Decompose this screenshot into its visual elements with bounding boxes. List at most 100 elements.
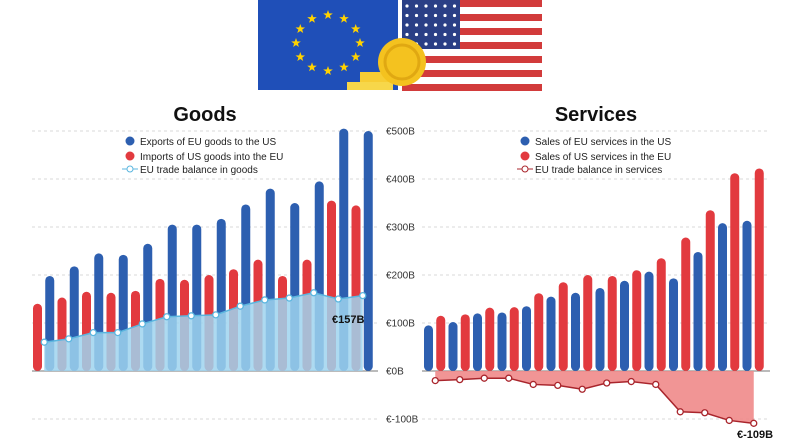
legend-label-services-balance: EU trade balance in services [535, 165, 662, 176]
star-icon [405, 13, 409, 18]
services-eu-bar [424, 325, 433, 371]
star-icon [307, 13, 317, 23]
services-us-bar [460, 314, 470, 371]
services-eu-bar [718, 223, 727, 371]
services-eu-bar [571, 292, 580, 371]
goods-balance-point [138, 320, 146, 328]
legend-label-eu-services: Sales of EU services in the US [535, 137, 671, 148]
services-us-bar [436, 315, 446, 371]
y-tick-label: €0B [386, 367, 404, 378]
star-icon [351, 24, 361, 33]
flag-stripe [402, 49, 542, 56]
star-icon [424, 32, 428, 37]
services-us-bar [705, 210, 715, 371]
flag-stripe [402, 21, 542, 28]
services-us-bar [656, 258, 666, 371]
services-balance-point [505, 374, 513, 382]
goods-balance-point [89, 328, 97, 337]
star-icon [307, 62, 317, 72]
goods-imports-bar [33, 303, 42, 371]
star-icon [323, 10, 333, 19]
star-icon [295, 52, 305, 61]
flag-stripe [402, 28, 542, 35]
y-tick-label: €400B [386, 175, 415, 186]
flag-stripe [402, 77, 542, 84]
star-icon [405, 23, 409, 27]
flag-stripe [402, 7, 542, 14]
flag-stripe [402, 63, 542, 70]
legend-label-goods-balance: EU trade balance in goods [140, 165, 258, 176]
star-icon [443, 23, 447, 27]
eu-flag [258, 0, 398, 90]
services-us-bar [632, 270, 642, 371]
star-icon [414, 13, 419, 18]
goods-balance-point [285, 294, 293, 302]
star-icon [355, 38, 365, 47]
flag-stripe [402, 35, 542, 42]
legend-label-imports: Imports of US goods into the EU [140, 152, 283, 163]
star-icon [405, 4, 409, 8]
legend-marker-goods-balance [126, 165, 134, 173]
y-tick-label: €200B [386, 271, 415, 282]
star-icon [414, 32, 419, 37]
coin-rim [383, 43, 421, 81]
star-icon [339, 13, 349, 23]
flag-stripe [402, 42, 542, 49]
legend-marker-exports [125, 136, 135, 146]
services-eu-bar [644, 271, 654, 371]
goods-balance-point [114, 328, 122, 337]
services-balance-point [431, 376, 439, 385]
star-icon [414, 4, 419, 8]
legend-label-us-services: Sales of US services in the EU [535, 152, 671, 163]
services-balance-line [435, 377, 754, 425]
star-icon [443, 13, 447, 18]
legend-marker-services-balance [521, 165, 529, 173]
services-balance-point [627, 377, 635, 386]
goods-balance-point [310, 289, 318, 297]
star-icon [452, 23, 457, 27]
services-balance-point [529, 380, 537, 389]
services-balance-point [701, 409, 709, 417]
flag-stripe [402, 84, 542, 91]
star-icon [295, 24, 305, 33]
eu-stars [291, 10, 365, 75]
star-icon [433, 42, 438, 46]
services-eu-bar [497, 312, 507, 371]
services-balance-area [435, 371, 754, 424]
services-eu-bar [473, 313, 482, 371]
coin-stack [347, 82, 393, 90]
legend-label-exports: Exports of EU goods to the US [140, 137, 277, 148]
services-eu-bar [522, 306, 531, 371]
goods-balance-point [163, 313, 171, 321]
services-balance-point [676, 408, 684, 416]
y-tick-label: €100B [386, 319, 415, 330]
star-icon [433, 32, 438, 37]
services-chart-title: Services [555, 104, 637, 126]
legend-marker-eu-services [520, 136, 530, 146]
star-icon [424, 23, 428, 27]
goods-balance-point [187, 312, 195, 320]
goods-chart [33, 128, 373, 371]
services-balance-point [603, 379, 611, 387]
goods-exports-bar [363, 131, 373, 371]
services-eu-bar [669, 278, 678, 371]
star-icon [424, 4, 428, 8]
services-us-bar [583, 275, 593, 371]
services-balance-point [480, 374, 488, 382]
services-eu-bar [595, 287, 605, 371]
goods-balance-callout: €157B [332, 314, 364, 326]
star-icon [351, 52, 361, 61]
star-icon [323, 66, 333, 75]
y-axis-ticks: €500B €400B €300B €200B €100B €0B €-100B [386, 127, 419, 426]
services-us-bar [485, 307, 495, 371]
services-us-bar [534, 293, 544, 371]
star-icon [433, 13, 438, 18]
flag-stripe [402, 56, 542, 63]
star-icon [443, 42, 447, 46]
y-tick-label: €300B [386, 223, 415, 234]
services-us-bar [730, 173, 740, 371]
star-icon [443, 32, 447, 37]
services-chart [424, 168, 764, 427]
services-legend: Sales of EU services in the US Sales of … [517, 136, 671, 176]
goods-balance-point [261, 296, 269, 304]
